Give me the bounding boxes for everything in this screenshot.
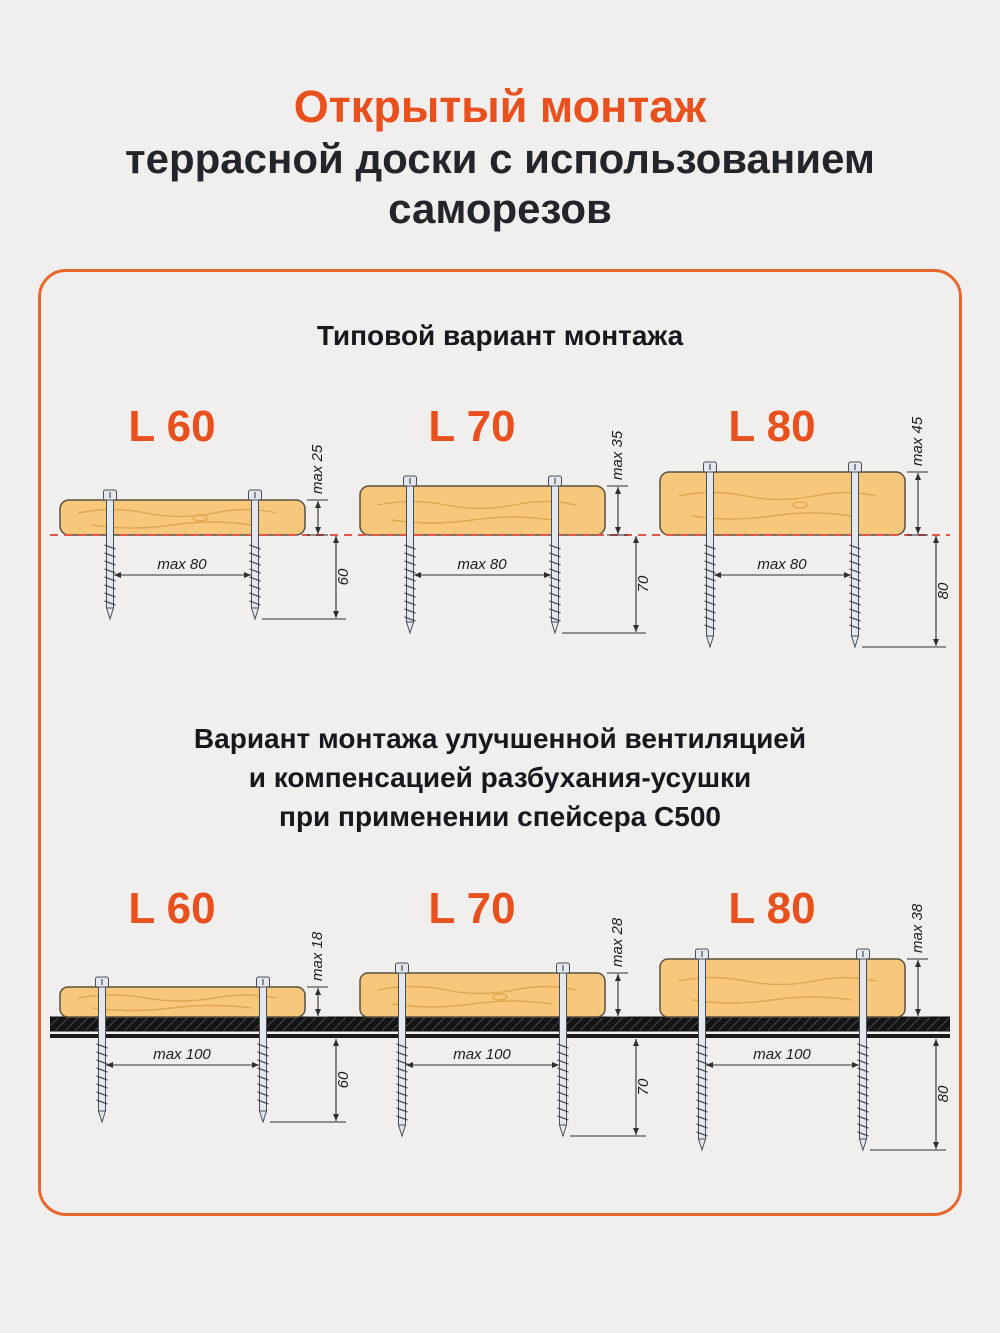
- board-thickness-dim: max 35: [609, 430, 626, 480]
- penetration-depth-dim: 60: [335, 1071, 352, 1088]
- penetration-depth-dim: 60: [335, 568, 352, 585]
- section1-heading: Типовой вариант монтажа: [316, 319, 684, 351]
- screw-size-label: L 60: [128, 402, 215, 451]
- screw-spacing-dim: max 80: [457, 556, 507, 573]
- board-thickness-dim: max 25: [309, 444, 326, 494]
- screw-spacing-dim: max 100: [153, 1046, 211, 1063]
- section2-diagram: L 60 L 70 L 80: [50, 884, 950, 1151]
- penetration-depth-dim: 80: [935, 1085, 950, 1102]
- board-thickness-dim: max 45: [909, 416, 926, 466]
- deck-board: [59, 985, 306, 1018]
- wood-grain: [77, 993, 277, 1011]
- screw-spacing-dim: max 100: [753, 1046, 811, 1063]
- screw-size-label: L 70: [428, 884, 515, 933]
- s2-dimensions-l80: max 38 max 100 80: [706, 903, 950, 1150]
- screw-size-label: L 60: [128, 884, 215, 933]
- penetration-depth-dim: 70: [635, 575, 652, 592]
- deck-board: [659, 471, 906, 536]
- s2-diagram-l80: L 80: [659, 884, 906, 1018]
- board-thickness-dim: max 28: [609, 917, 626, 967]
- s1-diagram-l60: L 60: [59, 402, 306, 536]
- s1-dimensions-l70: max 35 max 80 70: [414, 430, 652, 634]
- page-title-line2: террасной доски с использованием: [125, 135, 875, 182]
- screw-spacing-dim: max 100: [453, 1046, 511, 1063]
- section2-heading-line2: и компенсацией разбухания-усушки: [248, 762, 752, 794]
- wood-grain: [377, 985, 577, 1008]
- s2-diagram-l60: L 60: [59, 884, 306, 1018]
- page-title-line3: саморезов: [388, 185, 612, 233]
- s1-dimensions-l80: max 45 max 80 80: [714, 416, 950, 648]
- s1-diagram-l80: L 80: [659, 402, 906, 536]
- page-title-line1: Открытый монтаж: [293, 81, 707, 132]
- s1-diagram-l70: L 70: [359, 402, 606, 536]
- section2-heading-line1: Вариант монтажа улучшенной вентиляцией: [193, 722, 807, 754]
- wood-grain: [677, 976, 877, 1004]
- section2-heading-line3: при применении спейсера С500: [279, 801, 721, 833]
- s1-dimensions-l60: max 25 max 80 60: [114, 444, 352, 620]
- deck-board: [359, 971, 606, 1018]
- s2-dimensions-l70: max 28 max 100 70: [406, 917, 652, 1136]
- spacer-strip-flange: [50, 1033, 950, 1038]
- section2-heading: Вариант монтажа улучшенной вентиляцией и…: [49, 719, 951, 837]
- page-title: Открытый монтаж террасной доски с исполь…: [0, 0, 1000, 235]
- screw-size-label: L 80: [728, 402, 815, 451]
- board-thickness-dim: max 38: [909, 903, 926, 953]
- deck-board: [59, 499, 306, 536]
- screw-size-label: L 80: [728, 884, 815, 933]
- content-panel: Типовой вариант монтажа: [38, 268, 962, 1216]
- screw-size-label: L 70: [428, 402, 515, 451]
- section1-diagram: L 60 L 70 L 80: [50, 402, 950, 648]
- penetration-depth-dim: 80: [935, 582, 950, 599]
- screw-spacing-dim: max 80: [157, 556, 207, 573]
- board-thickness-dim: max 18: [309, 931, 326, 981]
- screw-spacing-dim: max 80: [757, 556, 807, 573]
- deck-board: [359, 485, 606, 536]
- s2-diagram-l70: L 70: [359, 884, 606, 1018]
- deck-board: [659, 957, 906, 1018]
- penetration-depth-dim: 70: [635, 1078, 652, 1095]
- s2-dimensions-l60: max 18 max 100 60: [106, 931, 352, 1122]
- spacer-strip: [50, 1016, 950, 1032]
